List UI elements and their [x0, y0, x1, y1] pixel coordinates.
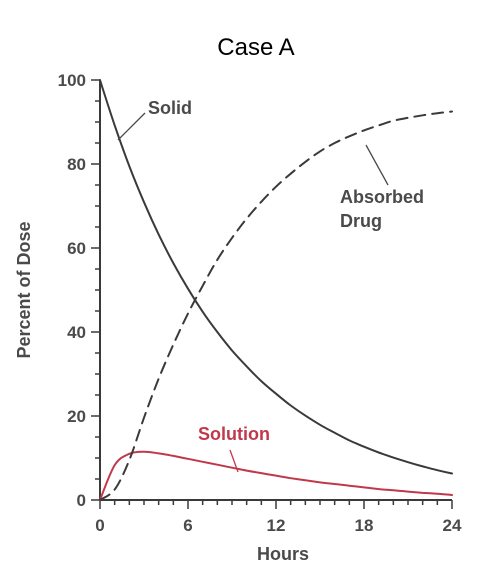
chart-title: Case A	[217, 34, 294, 61]
annotation-label: Solid	[148, 98, 192, 118]
annotation-leader	[117, 112, 146, 141]
axis-ticks	[91, 79, 453, 509]
axes	[99, 80, 452, 501]
y-tick-label: 20	[67, 407, 86, 426]
series-line-absorbed-drug	[99, 110, 453, 501]
x-tick-label: 6	[183, 516, 192, 535]
annotation-label: Drug	[340, 211, 382, 231]
tick-labels: 0 20 40 60 80 100 0 6 12 18 24	[58, 71, 462, 535]
annotation-label: Solution	[198, 424, 270, 444]
y-axis-title: Percent of Dose	[14, 221, 34, 358]
annotation-layer: Solid Absorbed Drug Solution	[117, 98, 424, 473]
x-tick-label: 18	[355, 516, 374, 535]
series-line-solid	[99, 79, 453, 475]
annotation-leader	[229, 449, 239, 473]
y-tick-label: 80	[67, 155, 86, 174]
y-tick-label: 60	[67, 239, 86, 258]
y-tick-label: 100	[58, 71, 86, 90]
x-tick-label: 0	[95, 516, 104, 535]
series-line-solution	[99, 450, 453, 501]
series-layer	[99, 79, 453, 501]
x-tick-label: 12	[267, 516, 286, 535]
x-axis-title: Hours	[257, 544, 309, 564]
y-tick-label: 40	[67, 323, 86, 342]
annotation-leader	[365, 144, 389, 186]
y-tick-label: 0	[77, 491, 86, 510]
x-tick-label: 24	[443, 516, 462, 535]
annotation-label: Absorbed	[340, 187, 424, 207]
